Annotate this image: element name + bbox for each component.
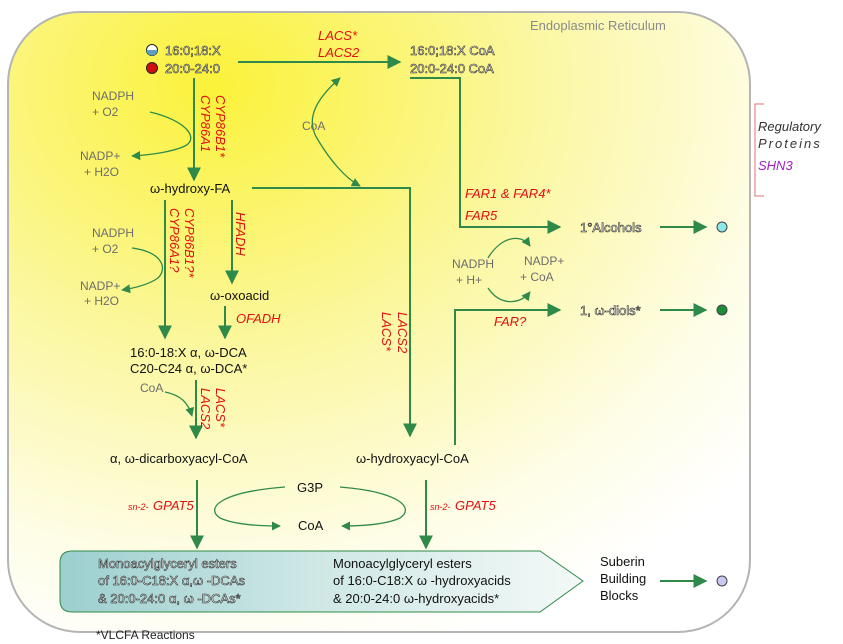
cyp-mid-cofactor-out2: + H2O xyxy=(84,294,119,308)
substrate-line1: 16:0;18:X xyxy=(165,43,221,58)
regulatory-title-line1: Regulatory xyxy=(758,119,822,134)
dca-line1: 16:0-18:X α, ω-DCA xyxy=(130,345,247,360)
suberin-line2: Building xyxy=(600,571,646,586)
lacs-left-coa: CoA xyxy=(140,381,163,395)
cyp-top-cofactor-out2: + H2O xyxy=(84,165,119,179)
gpat-right-enzyme: GPAT5 xyxy=(455,498,496,513)
diols-dot xyxy=(716,304,728,316)
g3p-curve-right xyxy=(339,486,406,531)
monoacyl-left-line3: & 20:0-24:0 α, ω -DCAs* xyxy=(98,591,241,606)
regulatory-protein-shn3: SHN3 xyxy=(758,158,793,173)
far-cofactor-curve-top xyxy=(487,236,531,259)
cyp-mid-cofactor-out1: NADP+ xyxy=(80,279,120,293)
substrate-dot-vlcfa xyxy=(146,62,158,74)
g3p-curve-left xyxy=(214,486,286,531)
cyp-mid-cofactor-curve xyxy=(121,247,164,294)
coa-branch-curve xyxy=(311,77,361,187)
monoacyl-left-line2: of 16:0-C18:X α,ω -DCAs xyxy=(98,573,245,588)
far-cofactor-curve-bottom xyxy=(487,287,531,303)
hfadh-enzyme: HFADH xyxy=(233,212,248,256)
far-cofactor-out1: NADP+ xyxy=(524,254,564,268)
far-label2: FAR5 xyxy=(465,208,498,223)
lacs-right-enzyme1: LACS2 xyxy=(395,312,410,354)
substrate-line2: 20:0-24:0 xyxy=(165,61,220,76)
monoacyl-right-line1: Monoacylglyceryl esters xyxy=(333,556,472,571)
g3p-label: G3P xyxy=(297,480,323,495)
cyp-top-cofactor-out1: NADP+ xyxy=(80,149,120,163)
monoacyl-left-line1: Monoacylglyceryl esters xyxy=(98,556,237,571)
far-cofactor-in2: + H+ xyxy=(456,273,482,287)
lacs-top-enzyme1: LACS* xyxy=(318,28,358,43)
arrow-to-diols xyxy=(454,303,562,445)
coa-products-line2: 20:0-24:0 CoA xyxy=(410,61,494,76)
diols-product: 1, ω-diols* xyxy=(580,303,641,318)
lacs-right-enzyme2: LACS* xyxy=(379,312,394,352)
alcohols-dot xyxy=(716,221,728,233)
suberin-dot xyxy=(716,575,728,587)
cyp-top-cofactor-in1: NADPH xyxy=(92,89,134,103)
cyp-top-enzyme1: CYP86B1* xyxy=(213,95,228,158)
lacs-left-enzyme2: LACS2 xyxy=(198,388,213,430)
far-cofactor-in1: NADPH xyxy=(452,257,494,271)
cyp-top-cofactor-in2: + O2 xyxy=(92,105,119,119)
monoacyl-box xyxy=(59,550,584,613)
gpat-coa-label: CoA xyxy=(298,518,324,533)
ofadh-enzyme: OFADH xyxy=(236,311,281,326)
far-cofactor-out2: + CoA xyxy=(520,270,554,284)
coa-products-line1: 16:0;18:X CoA xyxy=(410,43,495,58)
cyp-mid-enzyme1: CYP86B1?* xyxy=(182,208,197,278)
substrate-dot-half xyxy=(146,50,158,56)
cyp-top-cofactor-curve xyxy=(131,111,192,161)
dca-line2: C20-C24 α, ω-DCA* xyxy=(130,361,247,376)
er-compartment xyxy=(7,11,751,633)
suberin-line1: Suberin xyxy=(600,554,645,569)
lacs-top-enzyme2: LACS2 xyxy=(318,45,360,60)
lacs-left-coa-curve xyxy=(164,391,195,417)
gpat-left-enzyme: GPAT5 xyxy=(153,498,194,513)
alcohols-product: 1°Alcohols xyxy=(580,220,642,235)
cyp-mid-cofactor-in2: + O2 xyxy=(92,242,119,256)
arrow-hydroxyfa-to-hydroxyacylcoa xyxy=(252,187,417,438)
suberin-line3: Blocks xyxy=(600,588,639,603)
gpat-left-prefix: sn-2- xyxy=(128,502,149,512)
monoacyl-right-line2: of 16:0-C18:X ω -hydroxyacids xyxy=(333,573,511,588)
cyp-top-enzyme2: CYP86A1 xyxy=(198,95,213,152)
regulatory-bracket xyxy=(754,103,764,197)
cyp-mid-cofactor-in1: NADPH xyxy=(92,226,134,240)
omega-oxoacid: ω-oxoacid xyxy=(210,288,269,303)
lacs-left-enzyme1: LACS* xyxy=(213,388,228,428)
far-label3: FAR? xyxy=(494,314,527,329)
omega-hydroxy-fa: ω-hydroxy-FA xyxy=(150,181,231,196)
compartment-label: Endoplasmic Reticulum xyxy=(530,18,666,33)
cyp-mid-enzyme2: CYP86A1? xyxy=(167,208,182,273)
coa-branch-label: CoA xyxy=(302,119,325,133)
omega-hydroxyacyl-coa: ω-hydroxyacyl-CoA xyxy=(356,451,469,466)
footnote: *VLCFA Reactions xyxy=(96,628,195,642)
dicarboxyacyl-coa: α, ω-dicarboxyacyl-CoA xyxy=(110,451,248,466)
regulatory-title-line2: Proteins xyxy=(758,136,822,151)
gpat-right-prefix: sn-2- xyxy=(430,502,451,512)
monoacyl-right-line3: & 20:0-24:0 ω-hydroxyacids* xyxy=(333,591,499,606)
far-label1: FAR1 & FAR4* xyxy=(465,186,551,201)
